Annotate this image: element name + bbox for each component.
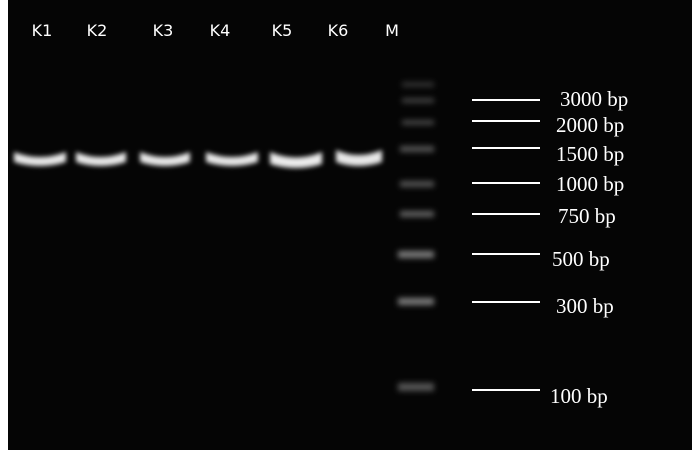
ladder-label: 2000 bp xyxy=(556,113,624,137)
ladder-label: 750 bp xyxy=(558,204,616,228)
ladder-label: 1000 bp xyxy=(556,172,624,196)
ladder-label: 3000 bp xyxy=(560,87,628,111)
lane-label: K3 xyxy=(153,21,174,40)
gel-image: K1 K2 K3 K4 K5 K6 M 3000 bp 2000 bp 1500… xyxy=(0,0,698,454)
ladder-label: 100 bp xyxy=(550,384,608,408)
lane-label: K4 xyxy=(210,21,231,40)
lane-label: K5 xyxy=(272,21,293,40)
lane-label: K2 xyxy=(87,21,108,40)
ladder-label: 1500 bp xyxy=(556,142,624,166)
lane-label: K1 xyxy=(32,21,53,40)
ladder-label: 300 bp xyxy=(556,294,614,318)
lane-label: M xyxy=(385,21,399,40)
page: K1 K2 K3 K4 K5 K6 M 3000 bp 2000 bp 1500… xyxy=(0,0,698,454)
lane-label: K6 xyxy=(328,21,349,40)
ladder-label: 500 bp xyxy=(552,247,610,271)
